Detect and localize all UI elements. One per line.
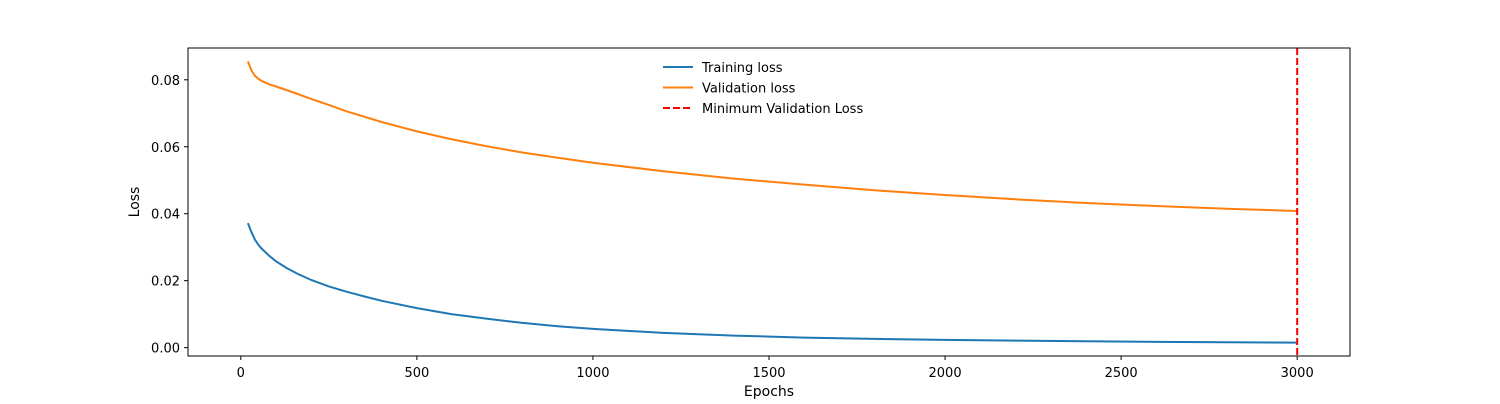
y-axis-label: Loss <box>127 187 143 218</box>
y-tick-label: 0.02 <box>151 275 180 290</box>
x-tick-label: 0 <box>237 366 245 381</box>
x-tick-label: 1000 <box>576 366 609 381</box>
legend-label-minimum-validation-loss: Minimum Validation Loss <box>702 102 863 117</box>
x-tick-label: 2500 <box>1105 366 1138 381</box>
y-tick-label: 0.06 <box>151 141 180 156</box>
x-axis-label: Epochs <box>744 384 794 400</box>
legend-label-training-loss: Training loss <box>701 61 783 76</box>
x-tick-label: 3000 <box>1281 366 1314 381</box>
x-axis-ticks: 0 500 1000 1500 2000 2500 3000 <box>237 356 1314 381</box>
x-tick-label: 500 <box>404 366 429 381</box>
y-tick-label: 0.04 <box>151 208 180 223</box>
y-tick-label: 0.00 <box>151 342 180 357</box>
y-tick-label: 0.08 <box>151 74 180 89</box>
x-tick-label: 2000 <box>929 366 962 381</box>
legend: Training loss Validation loss Minimum Vali… <box>663 61 863 117</box>
legend-label-validation-loss: Validation loss <box>702 82 796 97</box>
y-axis-ticks: 0.00 0.02 0.04 0.06 0.08 <box>151 74 188 357</box>
validation-loss-line <box>246 61 1298 212</box>
x-tick-label: 1500 <box>752 366 785 381</box>
plot-marks <box>246 48 1299 356</box>
training-loss-line <box>246 222 1298 344</box>
